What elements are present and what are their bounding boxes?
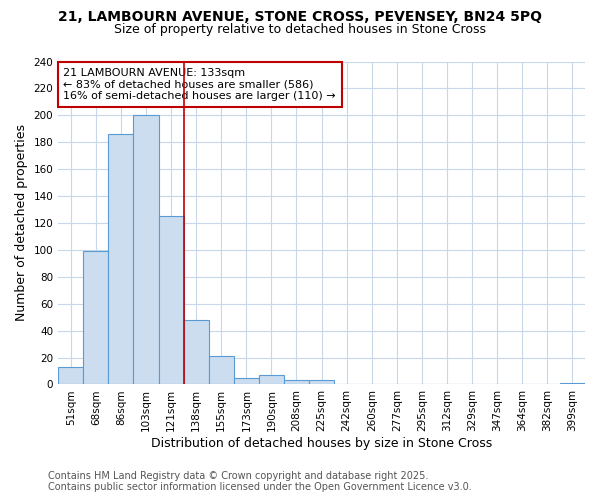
- Bar: [58, 367, 83, 384]
- Bar: [284, 380, 309, 384]
- Bar: [309, 380, 334, 384]
- Bar: [184, 320, 209, 384]
- Y-axis label: Number of detached properties: Number of detached properties: [15, 124, 28, 322]
- Text: 21 LAMBOURN AVENUE: 133sqm
← 83% of detached houses are smaller (586)
16% of sem: 21 LAMBOURN AVENUE: 133sqm ← 83% of deta…: [64, 68, 336, 101]
- Bar: [259, 375, 284, 384]
- Bar: [133, 116, 158, 384]
- Bar: [234, 378, 259, 384]
- Text: Contains HM Land Registry data © Crown copyright and database right 2025.
Contai: Contains HM Land Registry data © Crown c…: [48, 471, 472, 492]
- Bar: [560, 383, 585, 384]
- Text: Size of property relative to detached houses in Stone Cross: Size of property relative to detached ho…: [114, 22, 486, 36]
- Bar: [158, 216, 184, 384]
- X-axis label: Distribution of detached houses by size in Stone Cross: Distribution of detached houses by size …: [151, 437, 492, 450]
- Bar: [209, 356, 234, 384]
- Bar: [83, 251, 109, 384]
- Bar: [109, 134, 133, 384]
- Text: 21, LAMBOURN AVENUE, STONE CROSS, PEVENSEY, BN24 5PQ: 21, LAMBOURN AVENUE, STONE CROSS, PEVENS…: [58, 10, 542, 24]
